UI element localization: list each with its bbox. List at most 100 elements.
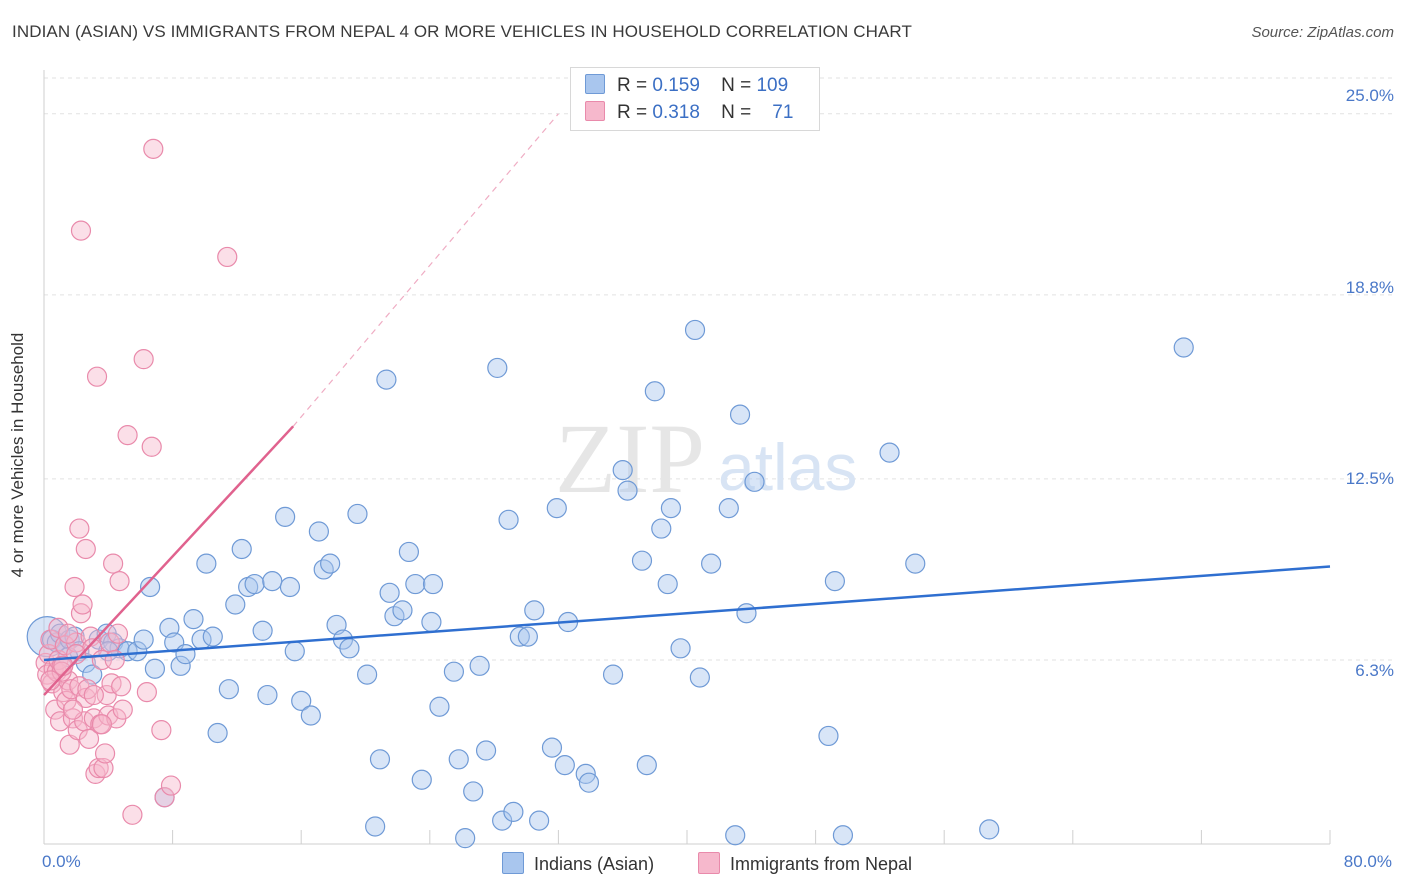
indians-point xyxy=(509,626,530,647)
nepal-point xyxy=(151,719,172,741)
indians-point xyxy=(670,638,691,659)
indians-point xyxy=(718,498,739,519)
watermark-atlas: atlas xyxy=(718,430,857,504)
legend-row-nepal: R = 0.318 N = 71 xyxy=(585,101,793,127)
indians-point xyxy=(405,573,426,595)
legend-r-label: R = xyxy=(617,75,648,96)
indians-point xyxy=(503,801,524,822)
y-tick-label: 6.3% xyxy=(1355,661,1394,680)
indians-point xyxy=(644,381,665,402)
legend-row-indians: R = 0.159 N = 109 xyxy=(585,74,788,100)
indians-point xyxy=(300,705,321,726)
legend-n-value: 71 xyxy=(772,102,794,123)
bottom-legend-nepal: Immigrants from Nepal xyxy=(698,852,912,875)
y-tick-label: 25.0% xyxy=(1345,86,1394,105)
nepal-point xyxy=(83,684,104,706)
indians-point xyxy=(144,658,166,679)
nepal-trend-extension xyxy=(292,113,559,427)
indians-point xyxy=(252,620,273,641)
indians-point xyxy=(139,576,161,598)
nepal-point xyxy=(72,594,93,615)
indians-point xyxy=(308,521,329,542)
legend-r-value: 0.318 xyxy=(652,102,700,123)
indians-point xyxy=(517,626,538,647)
indians-point xyxy=(133,629,154,650)
nepal-point xyxy=(141,436,162,457)
indians-point xyxy=(905,553,926,574)
bottom-legend-indians: Indians (Asian) xyxy=(502,852,654,875)
indians-point xyxy=(469,655,490,676)
nepal-point xyxy=(69,518,90,539)
trend-lines xyxy=(43,113,1331,696)
indians-point xyxy=(660,498,682,519)
indians-point xyxy=(546,498,567,519)
indians-point xyxy=(175,644,196,665)
indians-point xyxy=(257,684,278,706)
indians-point xyxy=(554,755,575,776)
nepal-point xyxy=(93,757,114,779)
indians-point xyxy=(421,611,442,633)
indians-point xyxy=(578,772,600,793)
x-tick-label-max: 80.0% xyxy=(1343,852,1392,871)
indians-point xyxy=(818,725,839,747)
source-label: Source: ZipAtlas.com xyxy=(1251,24,1394,41)
indians-point xyxy=(411,769,432,790)
indians-point xyxy=(701,553,722,574)
indians-point xyxy=(684,319,706,341)
stats-legend: R = 0.159 N = 109 R = 0.318 N = 71 xyxy=(570,67,820,131)
indians-point xyxy=(443,661,465,682)
grid-lines xyxy=(44,77,1392,661)
indians-point xyxy=(347,503,368,525)
indians-point xyxy=(279,576,301,598)
indians-point xyxy=(636,755,657,776)
indians-point xyxy=(1173,337,1194,358)
indians-point xyxy=(196,553,217,574)
indians-point xyxy=(357,664,378,685)
bottom-legend-label: Indians (Asian) xyxy=(534,854,655,874)
indians-point xyxy=(429,696,450,717)
indians-point xyxy=(824,571,845,592)
indians-point xyxy=(725,825,746,846)
nepal-point xyxy=(77,679,98,700)
indians-point xyxy=(689,667,710,688)
indians-point xyxy=(651,518,672,539)
nepal-point xyxy=(70,603,92,624)
bottom-legend-label: Immigrants from Nepal xyxy=(730,854,913,874)
bottom-legend-swatch-blue xyxy=(502,852,524,874)
indians-point xyxy=(369,749,391,770)
indians-point xyxy=(376,369,397,390)
indians-point xyxy=(736,603,757,624)
indians-point xyxy=(320,553,341,574)
indians-point xyxy=(631,550,653,571)
indians-point xyxy=(448,749,469,770)
indians-point xyxy=(127,641,148,662)
legend-r-value: 0.159 xyxy=(652,75,700,96)
indians-point xyxy=(313,559,334,580)
indians-point xyxy=(291,690,312,711)
nepal-point xyxy=(117,424,138,446)
series-indians-asian-points xyxy=(26,319,1194,849)
indians-point xyxy=(879,442,900,463)
indians-point xyxy=(170,655,191,676)
nepal-point xyxy=(58,623,79,644)
axes xyxy=(43,70,1331,845)
indians-point xyxy=(617,480,638,501)
indians-point xyxy=(463,781,484,802)
indians-point xyxy=(729,404,751,425)
indians-point xyxy=(524,600,545,621)
nepal-point xyxy=(75,538,96,560)
indians-point xyxy=(398,541,420,563)
indians-point xyxy=(979,819,1000,840)
legend-swatch-pink xyxy=(585,101,605,121)
nepal-point xyxy=(112,699,133,720)
indians-point xyxy=(275,506,296,527)
indians-point xyxy=(498,509,519,530)
nepal-point xyxy=(64,576,85,598)
nepal-point xyxy=(94,743,116,764)
legend-n-label: N = xyxy=(721,102,752,123)
indians-point xyxy=(832,825,854,846)
legend-swatch-blue xyxy=(585,74,605,94)
indians-point xyxy=(612,460,633,481)
indians-point xyxy=(529,810,550,831)
